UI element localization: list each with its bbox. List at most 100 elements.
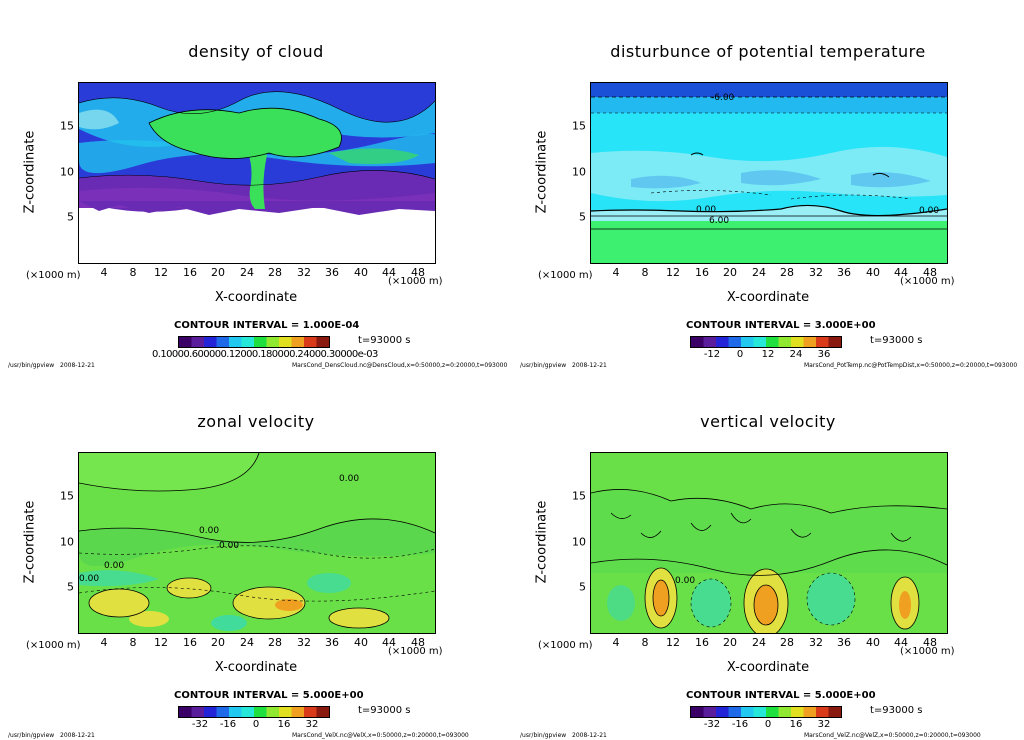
colorbar-cell <box>241 337 255 347</box>
colorbar-ticks: -32 -16 0 16 32 <box>178 719 330 731</box>
colorbar-cell <box>191 337 205 347</box>
colorbar-tick-label: -32 <box>191 719 209 730</box>
x-unit-right: (×1000 m) <box>900 646 955 657</box>
x-tick-label: 28 <box>780 636 794 649</box>
colorbar-cells <box>179 337 329 347</box>
colorbar-tick-overlap: 0.10000.600000.12000.180000.24000.30000e… <box>152 349 378 360</box>
colorbar-cell <box>828 707 841 717</box>
contour-label: -6.00 <box>711 93 735 103</box>
colorbar-cell <box>716 707 729 717</box>
x-tick-label: 20 <box>723 636 737 649</box>
panel-density-of-cloud: density of cloud Z-coordinate 15 10 5 4 … <box>0 0 512 370</box>
colorbar-cell <box>791 337 804 347</box>
y-tick-label: 5 <box>67 580 74 594</box>
colorbar-cell <box>691 707 704 717</box>
vel-updraft-core <box>754 585 778 625</box>
x-axis-label: X-coordinate <box>726 290 810 305</box>
temperature-field: -6.00 0.00 0.00 6.00 <box>591 83 947 263</box>
x-tick-label: 8 <box>129 266 137 279</box>
x-tick-label: 20 <box>211 266 225 279</box>
contour-label: 0.00 <box>199 526 219 536</box>
zonal-velocity-field: 0.00 0.00 0.00 0.00 0.00 <box>79 453 435 633</box>
footer-date: 2008-12-21 <box>572 732 607 739</box>
plot-area <box>78 82 436 264</box>
colorbar <box>178 336 330 348</box>
colorbar-cell <box>753 707 767 717</box>
colorbar-cell <box>728 337 742 347</box>
colorbar-cell <box>266 707 280 717</box>
vel-positive-blob <box>129 611 169 627</box>
x-tick-label: 16 <box>695 636 709 649</box>
x-tick-label: 12 <box>154 266 168 279</box>
y-tick-label: 15 <box>572 119 586 133</box>
colorbar-cell <box>304 337 317 347</box>
cloud-light-patch <box>79 109 119 130</box>
colorbar-cell <box>766 337 779 347</box>
chart-title: density of cloud <box>188 42 324 61</box>
colorbar-cells <box>691 337 841 347</box>
colorbar <box>690 336 842 348</box>
colorbar-cell <box>316 337 329 347</box>
x-tick-label: 8 <box>641 266 649 279</box>
colorbar-cells <box>691 707 841 717</box>
footer-program: /usr/bin/gpview <box>8 732 55 739</box>
x-unit-left: (×1000 m) <box>538 640 593 651</box>
footer-program: /usr/bin/gpview <box>520 732 567 739</box>
x-tick-label: 32 <box>297 266 311 279</box>
colorbar-cell <box>229 337 242 347</box>
footer-date: 2008-12-21 <box>60 362 95 369</box>
x-axis-label: X-coordinate <box>726 660 810 675</box>
x-tick-label: 24 <box>240 636 254 649</box>
colorbar-ticks: -32 -16 0 16 32 <box>690 719 842 731</box>
colorbar-cell <box>204 707 217 717</box>
x-tick-label: 48 <box>923 266 937 279</box>
colorbar-cell <box>828 337 841 347</box>
y-tick-label: 5 <box>579 210 586 224</box>
x-tick-label: 32 <box>809 636 823 649</box>
time-label: t=93000 s <box>870 335 923 346</box>
footer-file: MarsCond_DensCloud.nc@DensCloud,x=0:5000… <box>292 362 508 369</box>
x-tick-label: 40 <box>354 266 368 279</box>
y-tick-label: 10 <box>60 535 74 549</box>
x-tick-label: 44 <box>894 266 908 279</box>
colorbar-cell <box>791 707 804 717</box>
colorbar-tick-label: -16 <box>731 719 749 730</box>
footer-date: 2008-12-21 <box>572 362 607 369</box>
x-unit-right: (×1000 m) <box>388 646 443 657</box>
colorbar-cell <box>204 337 217 347</box>
colorbar <box>690 706 842 718</box>
x-tick-label: 4 <box>612 266 620 279</box>
colorbar-tick-label: 0 <box>736 349 744 360</box>
colorbar-cell <box>741 337 754 347</box>
x-tick-label: 36 <box>325 266 339 279</box>
colorbar <box>178 706 330 718</box>
contour-label: 0.00 <box>919 206 939 216</box>
x-tick-label: 28 <box>780 266 794 279</box>
footer-program: /usr/bin/gpview <box>520 362 567 369</box>
x-tick-label: 16 <box>183 636 197 649</box>
y-tick-label: 10 <box>60 165 74 179</box>
colorbar-cell <box>229 707 242 717</box>
x-tick-label: 4 <box>100 636 108 649</box>
x-tick-label: 12 <box>666 636 680 649</box>
y-tick-label: 10 <box>572 165 586 179</box>
x-unit-right: (×1000 m) <box>900 276 955 287</box>
plot-area: 0.00 <box>590 452 948 634</box>
x-tick-label: 28 <box>268 266 282 279</box>
footer-file: MarsCond_VelZ.nc@VelZ,x=0:50000,z=0:2000… <box>804 732 981 739</box>
footer-date: 2008-12-21 <box>60 732 95 739</box>
x-tick-label: 8 <box>641 636 649 649</box>
colorbar-cell <box>741 707 754 717</box>
x-tick-label: 16 <box>183 266 197 279</box>
colorbar-cell <box>753 337 767 347</box>
colorbar-ticks: 0.10000.600000.12000.180000.24000.30000e… <box>152 349 378 361</box>
colorbar-cell <box>816 337 829 347</box>
x-tick-label: 40 <box>866 636 880 649</box>
x-tick-label: 20 <box>211 636 225 649</box>
colorbar-cell <box>254 337 267 347</box>
x-tick-label: 20 <box>723 266 737 279</box>
colorbar-cell <box>803 337 817 347</box>
panel-vertical-velocity: vertical velocity Z-coordinate 15 10 5 <box>512 370 1024 740</box>
chart-title: zonal velocity <box>197 412 315 431</box>
cloud-density-field <box>79 83 435 263</box>
